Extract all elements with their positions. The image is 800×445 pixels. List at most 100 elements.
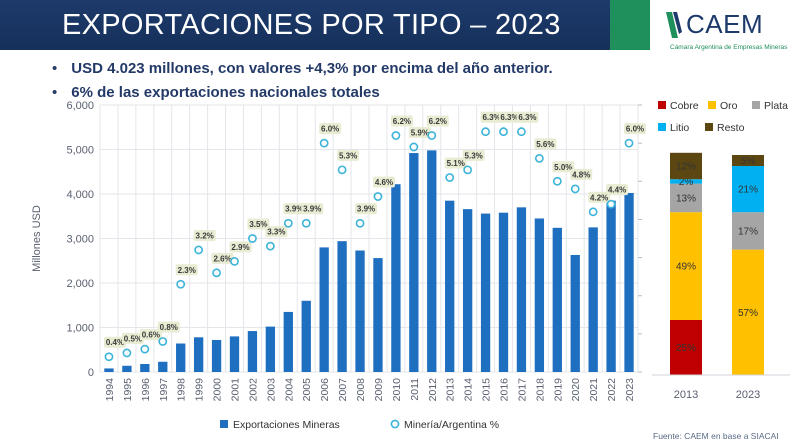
x-tick-label: 2008 [355,378,367,402]
pct-data-label: 5.0% [554,163,572,172]
pct-data-label: 0.6% [142,331,160,340]
bullet-exports-total: • USD 4.023 millones, con valores +4,3% p… [52,60,553,77]
pct-label-bg [211,252,234,264]
bar-exportaciones-2006 [319,247,329,372]
pct-data-label: 4.6% [375,178,393,187]
bar-exportaciones-1998 [176,343,186,372]
pct-marker-2000 [212,268,221,278]
x-tick-label: 2010 [391,378,403,402]
bar-exportaciones-2013 [445,200,455,372]
x-tick-label: 2021 [588,378,600,402]
x-tick-label: 2014 [463,378,475,402]
side-x-label-2013: 2013 [674,389,698,401]
bar-exportaciones-2001 [229,336,240,372]
pct-marker-2016 [499,127,508,137]
x-tick-label: 1998 [176,378,188,402]
pct-label-bg [498,111,521,123]
bar-exportaciones-2019 [552,227,562,372]
bar-exportaciones-2015 [480,213,491,372]
x-tick-label: 1999 [194,378,206,402]
side-legend-label-resto: Resto [717,122,745,134]
pct-label-bg [139,329,162,341]
pct-data-label: 3.2% [196,231,214,240]
x-tick-label: 2018 [534,378,546,402]
y-tick-label: 4,000 [66,189,94,201]
bar-exportaciones-2008 [355,250,365,372]
pct-label-bg [157,321,180,333]
pct-data-label: 2.6% [213,254,231,263]
x-tick-label: 1995 [122,378,134,402]
pct-label-bg [247,218,270,230]
bar-exportaciones-1997 [158,361,168,372]
bar-exportaciones-2005 [301,300,311,372]
x-tick-label: 1996 [140,378,152,402]
bar-exportaciones-2012 [427,150,437,372]
pct-label-bg [283,203,306,215]
pct-data-label: 0.8% [160,323,178,332]
pct-marker-2019 [552,176,562,186]
x-tick-label: 2022 [606,378,618,402]
x-tick-label: 2023 [624,378,636,402]
pct-marker-1994 [104,352,114,362]
pct-data-label: 4.2% [590,193,608,202]
x-tick-label: 2003 [265,378,277,402]
pct-data-label: 6.3% [482,113,500,122]
pct-data-label: 4.8% [572,170,590,179]
pct-marker-2013 [445,173,455,182]
x-tick-label: 2011 [409,378,421,401]
bullet-text: 6% de las exportaciones nacionales total… [71,84,380,101]
x-tick-label: 2013 [445,378,457,402]
pct-marker-1995 [122,348,132,358]
y-axis-label: Millones USD [31,205,43,272]
pct-data-label: 5.9% [411,128,429,137]
pct-data-label: 3.3% [267,228,285,237]
bullet-national-share: • 6% de las exportaciones nacionales tota… [52,84,380,101]
stack-label-plata-2023: 17% [738,226,758,237]
pct-label-bg [337,149,360,161]
caem-logo: CAEM Cámara Argentina de Empresas Minera… [650,0,800,58]
bullet-dot: • [52,60,58,77]
x-tick-label: 2019 [552,378,564,402]
pct-data-label: 6.2% [393,117,411,126]
pct-marker-1999 [194,245,204,255]
pct-data-label: 5.6% [536,140,554,149]
pct-label-bg [552,161,575,173]
pct-data-label: 2.3% [178,266,196,275]
pct-label-bg [390,115,413,127]
pct-label-bg [444,157,467,169]
pct-marker-2009 [373,192,383,201]
bar-exportaciones-2002 [247,331,258,372]
pct-label-bg [301,203,324,215]
pct-label-bg [319,123,342,135]
y-tick-label: 5,000 [66,145,94,157]
pct-label-bg [193,229,216,241]
bar-exportaciones-2016 [498,212,509,372]
bar-exportaciones-1995 [122,365,132,372]
bullet-dot: • [52,84,58,101]
legend-swatch-pct [390,419,400,429]
pct-marker-2007 [337,165,347,175]
side-x-label-2023: 2023 [736,389,760,401]
pct-data-label: 6.3% [518,113,536,122]
x-tick-label: 2006 [319,378,331,402]
bar-exportaciones-2014 [462,209,473,372]
y-tick-label: 2,000 [66,278,94,290]
x-tick-label: 2001 [230,378,242,402]
stack-label-oro-2023: 57% [738,308,758,319]
pct-marker-2012 [427,131,437,140]
pct-marker-2018 [534,153,544,163]
caem-logo-mark-icon [666,12,682,38]
pct-data-label: 2.9% [231,243,249,252]
bar-exportaciones-2022 [606,200,616,372]
bar-exportaciones-2010 [391,184,401,372]
pct-label-bg [372,176,395,188]
pct-label-bg [588,191,611,203]
pct-marker-2022 [606,199,616,209]
stack-label-cobre-2013: 25% [676,343,696,354]
bar-exportaciones-2009 [373,258,383,372]
pct-label-bg [606,184,629,196]
bar-exportaciones-2000 [211,339,222,372]
stack-seg-litio-2013 [670,179,702,184]
x-tick-label: 2009 [373,378,385,402]
